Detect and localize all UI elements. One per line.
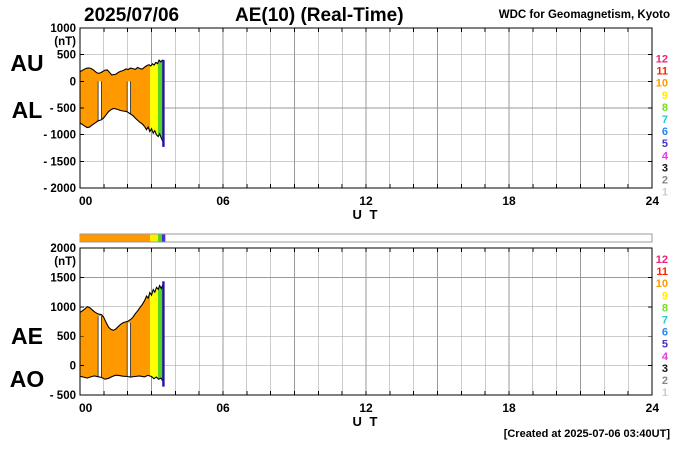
- ytick-label: - 500: [50, 390, 76, 402]
- station-count-8: 8: [662, 302, 668, 314]
- station-count-7: 7: [662, 315, 668, 327]
- ytick-label: 500: [57, 50, 76, 62]
- station-count-8: 8: [662, 102, 668, 114]
- station-count-5: 5: [662, 138, 668, 150]
- curve-AU: [79, 59, 164, 76]
- xaxis-title-top: U T: [352, 207, 380, 222]
- axis-label-au: AU: [10, 50, 44, 76]
- station-count-10: 10: [656, 78, 668, 90]
- grid-panel1: [80, 248, 652, 395]
- xtick-label: 24: [646, 401, 660, 415]
- xtick-label: 00: [79, 194, 93, 208]
- ytick-label: - 500: [50, 103, 76, 115]
- station-count-2: 2: [662, 375, 668, 387]
- ytick-label: 2000: [50, 243, 76, 255]
- axis-label-al: AL: [11, 97, 43, 123]
- unit-label: (nT): [54, 36, 76, 48]
- area-fill-panel1: [80, 284, 164, 381]
- ytick-label: - 2000: [43, 183, 76, 195]
- xtick-label: 12: [359, 194, 373, 208]
- station-count-12: 12: [656, 54, 668, 66]
- ytick-label: - 1000: [43, 130, 76, 142]
- station-count-1: 1: [662, 387, 668, 399]
- station-count-4: 4: [662, 150, 669, 162]
- xtick-label: 06: [216, 194, 230, 208]
- unit-label: (nT): [54, 256, 76, 268]
- station-count-5: 5: [662, 339, 668, 351]
- ytick-label: 0: [70, 76, 76, 88]
- xtick-label: 00: [79, 401, 93, 415]
- station-count-3: 3: [662, 363, 668, 375]
- station-count-6: 6: [662, 327, 668, 339]
- area-fill-panel0: [80, 60, 164, 143]
- ytick-label: 0: [70, 361, 76, 373]
- source-label: WDC for Geomagnetism, Kyoto: [498, 9, 670, 21]
- created-timestamp: [Created at 2025-07-06 03:40UT]: [503, 428, 670, 440]
- xtick-label: 06: [216, 401, 230, 415]
- station-count-11: 11: [656, 66, 668, 78]
- station-count-10: 10: [656, 278, 668, 290]
- station-count-9: 9: [662, 90, 668, 102]
- xtick-label: 24: [646, 194, 660, 208]
- xtick-label: 18: [502, 401, 516, 415]
- station-count-7: 7: [662, 114, 668, 126]
- curve-AO: [79, 374, 164, 382]
- station-count-9: 9: [662, 290, 668, 302]
- axis-label-ae: AE: [11, 323, 43, 349]
- station-count-1: 1: [662, 187, 668, 199]
- axis-label-ao: AO: [9, 366, 45, 392]
- station-count-2: 2: [662, 175, 668, 187]
- date-label: 2025/07/06: [84, 5, 180, 26]
- ytick-label: 1000: [50, 23, 76, 35]
- station-count-3: 3: [662, 162, 668, 174]
- station-count-6: 6: [662, 126, 668, 138]
- xtick-label: 18: [502, 194, 516, 208]
- xaxis-title-bottom: U T: [352, 414, 380, 429]
- ytick-label: - 1500: [43, 156, 76, 168]
- curve-AL: [79, 107, 164, 143]
- ytick-label: 1500: [50, 272, 76, 284]
- xtick-label: 12: [359, 401, 373, 415]
- page-title: AE(10) (Real-Time): [235, 5, 404, 26]
- availability-bar: [79, 233, 653, 243]
- station-count-4: 4: [662, 351, 669, 363]
- ytick-label: 1000: [50, 302, 76, 314]
- ytick-label: 500: [57, 331, 76, 343]
- station-count-12: 12: [656, 254, 668, 266]
- grid-panel0: [80, 28, 652, 188]
- station-count-11: 11: [656, 266, 668, 278]
- curve-AE: [79, 284, 164, 331]
